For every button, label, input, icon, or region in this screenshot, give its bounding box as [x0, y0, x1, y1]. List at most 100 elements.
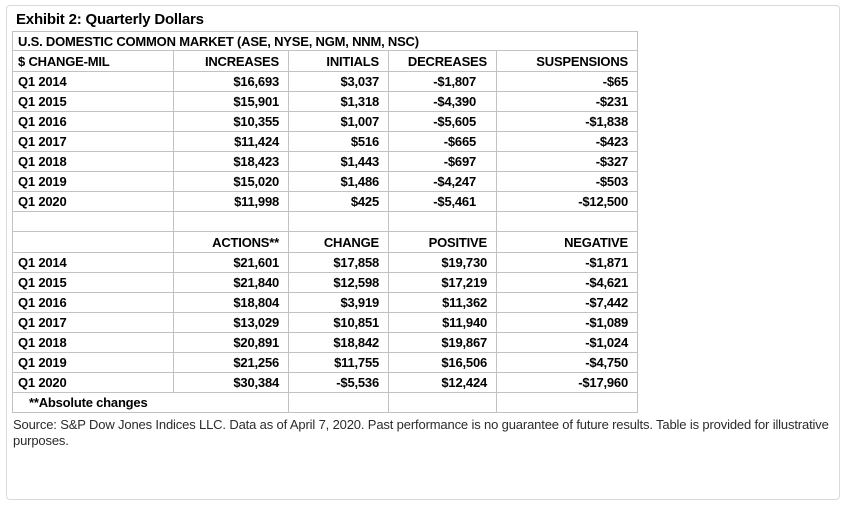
table-row: Q1 2017 $11,424 $516 -$665 -$423 — [12, 131, 638, 152]
value-cell: $1,443 — [288, 151, 389, 172]
table-row: Q1 2019 $21,256 $11,755 $16,506 -$4,750 — [12, 352, 638, 373]
table-row: Q1 2014 $16,693 $3,037 -$1,807 -$65 — [12, 71, 638, 92]
value-cell: $17,858 — [288, 252, 389, 273]
value-cell: -$5,536 — [288, 372, 389, 393]
column-header-cell: NEGATIVE — [496, 231, 638, 253]
value-cell: -$423 — [496, 131, 638, 152]
value-cell: $15,901 — [173, 91, 289, 112]
column-header-cell: ACTIONS** — [173, 231, 289, 253]
value-cell: $13,029 — [173, 312, 289, 333]
value-cell: $16,506 — [388, 352, 497, 373]
value-cell: -$4,621 — [496, 272, 638, 293]
value-cell: -$231 — [496, 91, 638, 112]
value-cell: -$665 — [388, 131, 497, 152]
value-cell: -$697 — [388, 151, 497, 172]
value-cell: $21,256 — [173, 352, 289, 373]
quarter-label-cell: Q1 2014 — [12, 71, 174, 92]
quarter-label-cell: Q1 2016 — [12, 292, 174, 313]
column-header-cell: SUSPENSIONS — [496, 50, 638, 72]
table-row: Q1 2018 $18,423 $1,443 -$697 -$327 — [12, 151, 638, 172]
column-header-cell: POSITIVE — [388, 231, 497, 253]
empty-cell — [388, 392, 497, 413]
value-cell: $18,804 — [173, 292, 289, 313]
empty-cell — [288, 392, 389, 413]
value-cell: $19,730 — [388, 252, 497, 273]
value-cell: $11,755 — [288, 352, 389, 373]
value-cell: -$1,024 — [496, 332, 638, 353]
footnote-cell: **Absolute changes — [12, 392, 289, 413]
column-header-row: $ CHANGE-MIL INCREASES INITIALS DECREASES SU… — [12, 50, 638, 72]
quarter-label-cell: Q1 2018 — [12, 151, 174, 172]
value-cell: $10,851 — [288, 312, 389, 333]
column-header-row: ACTIONS** CHANGE POSITIVE NEGATIVE — [12, 231, 638, 253]
value-cell: $21,840 — [173, 272, 289, 293]
value-cell: -$12,500 — [496, 191, 638, 212]
column-header-cell: DECREASES — [388, 50, 497, 72]
value-cell: $425 — [288, 191, 389, 212]
value-cell: $10,355 — [173, 111, 289, 132]
source-note: Source: S&P Dow Jones Indices LLC. Data … — [13, 417, 829, 448]
table-row: Q1 2016 $10,355 $1,007 -$5,605 -$1,838 — [12, 111, 638, 132]
row-label-header-cell: $ CHANGE-MIL — [12, 50, 174, 72]
empty-cell — [496, 392, 638, 413]
exhibit-table-body: U.S. DOMESTIC COMMON MARKET (ASE, NYSE, … — [12, 31, 638, 413]
quarter-label-cell: Q1 2019 — [12, 171, 174, 192]
value-cell: $1,318 — [288, 91, 389, 112]
quarter-label-cell: Q1 2017 — [12, 131, 174, 152]
value-cell: -$7,442 — [496, 292, 638, 313]
value-cell: $3,037 — [288, 71, 389, 92]
value-cell: -$327 — [496, 151, 638, 172]
table-row: Q1 2017 $13,029 $10,851 $11,940 -$1,089 — [12, 312, 638, 333]
table-row: Q1 2020 $30,384 -$5,536 $12,424 -$17,960 — [12, 372, 638, 393]
quarter-label-cell: Q1 2015 — [12, 91, 174, 112]
quarter-label-cell: Q1 2020 — [12, 372, 174, 393]
quarterly-dollars-table: U.S. DOMESTIC COMMON MARKET (ASE, NYSE, … — [12, 31, 638, 413]
table-row: Q1 2018 $20,891 $18,842 $19,867 -$1,024 — [12, 332, 638, 353]
value-cell: $18,842 — [288, 332, 389, 353]
table-row: Q1 2015 $21,840 $12,598 $17,219 -$4,621 — [12, 272, 638, 293]
column-header-cell: INITIALS — [288, 50, 389, 72]
value-cell: -$5,605 — [388, 111, 497, 132]
value-cell: $15,020 — [173, 171, 289, 192]
exhibit-frame: Exhibit 2: Quarterly Dollars U.S. DOMEST… — [6, 5, 840, 500]
exhibit-title: Exhibit 2: Quarterly Dollars — [16, 11, 204, 28]
value-cell: $17,219 — [388, 272, 497, 293]
value-cell: $30,384 — [173, 372, 289, 393]
value-cell: $516 — [288, 131, 389, 152]
market-header-row: U.S. DOMESTIC COMMON MARKET (ASE, NYSE, … — [12, 31, 638, 51]
table-row: Q1 2015 $15,901 $1,318 -$4,390 -$231 — [12, 91, 638, 112]
value-cell: $19,867 — [388, 332, 497, 353]
row-label-header-cell — [12, 231, 174, 253]
footnote-row: **Absolute changes — [12, 392, 638, 413]
value-cell: -$65 — [496, 71, 638, 92]
value-cell: $12,598 — [288, 272, 389, 293]
column-header-cell: INCREASES — [173, 50, 289, 72]
value-cell: $21,601 — [173, 252, 289, 273]
table-row: Q1 2020 $11,998 $425 -$5,461 -$12,500 — [12, 191, 638, 212]
separator-row — [12, 211, 638, 232]
value-cell: -$1,807 — [388, 71, 497, 92]
quarter-label-cell: Q1 2018 — [12, 332, 174, 353]
value-cell: -$1,838 — [496, 111, 638, 132]
quarter-label-cell: Q1 2016 — [12, 111, 174, 132]
value-cell: $11,998 — [173, 191, 289, 212]
column-header-cell: CHANGE — [288, 231, 389, 253]
value-cell: $18,423 — [173, 151, 289, 172]
empty-cell — [173, 211, 289, 232]
value-cell: -$4,390 — [388, 91, 497, 112]
table-row: Q1 2019 $15,020 $1,486 -$4,247 -$503 — [12, 171, 638, 192]
value-cell: -$1,089 — [496, 312, 638, 333]
value-cell: $3,919 — [288, 292, 389, 313]
value-cell: $12,424 — [388, 372, 497, 393]
quarter-label-cell: Q1 2015 — [12, 272, 174, 293]
quarter-label-cell: Q1 2017 — [12, 312, 174, 333]
value-cell: -$17,960 — [496, 372, 638, 393]
table-row: Q1 2016 $18,804 $3,919 $11,362 -$7,442 — [12, 292, 638, 313]
value-cell: -$5,461 — [388, 191, 497, 212]
empty-cell — [496, 211, 638, 232]
value-cell: $16,693 — [173, 71, 289, 92]
table-row: Q1 2014 $21,601 $17,858 $19,730 -$1,871 — [12, 252, 638, 273]
quarter-label-cell: Q1 2014 — [12, 252, 174, 273]
empty-cell — [288, 211, 389, 232]
